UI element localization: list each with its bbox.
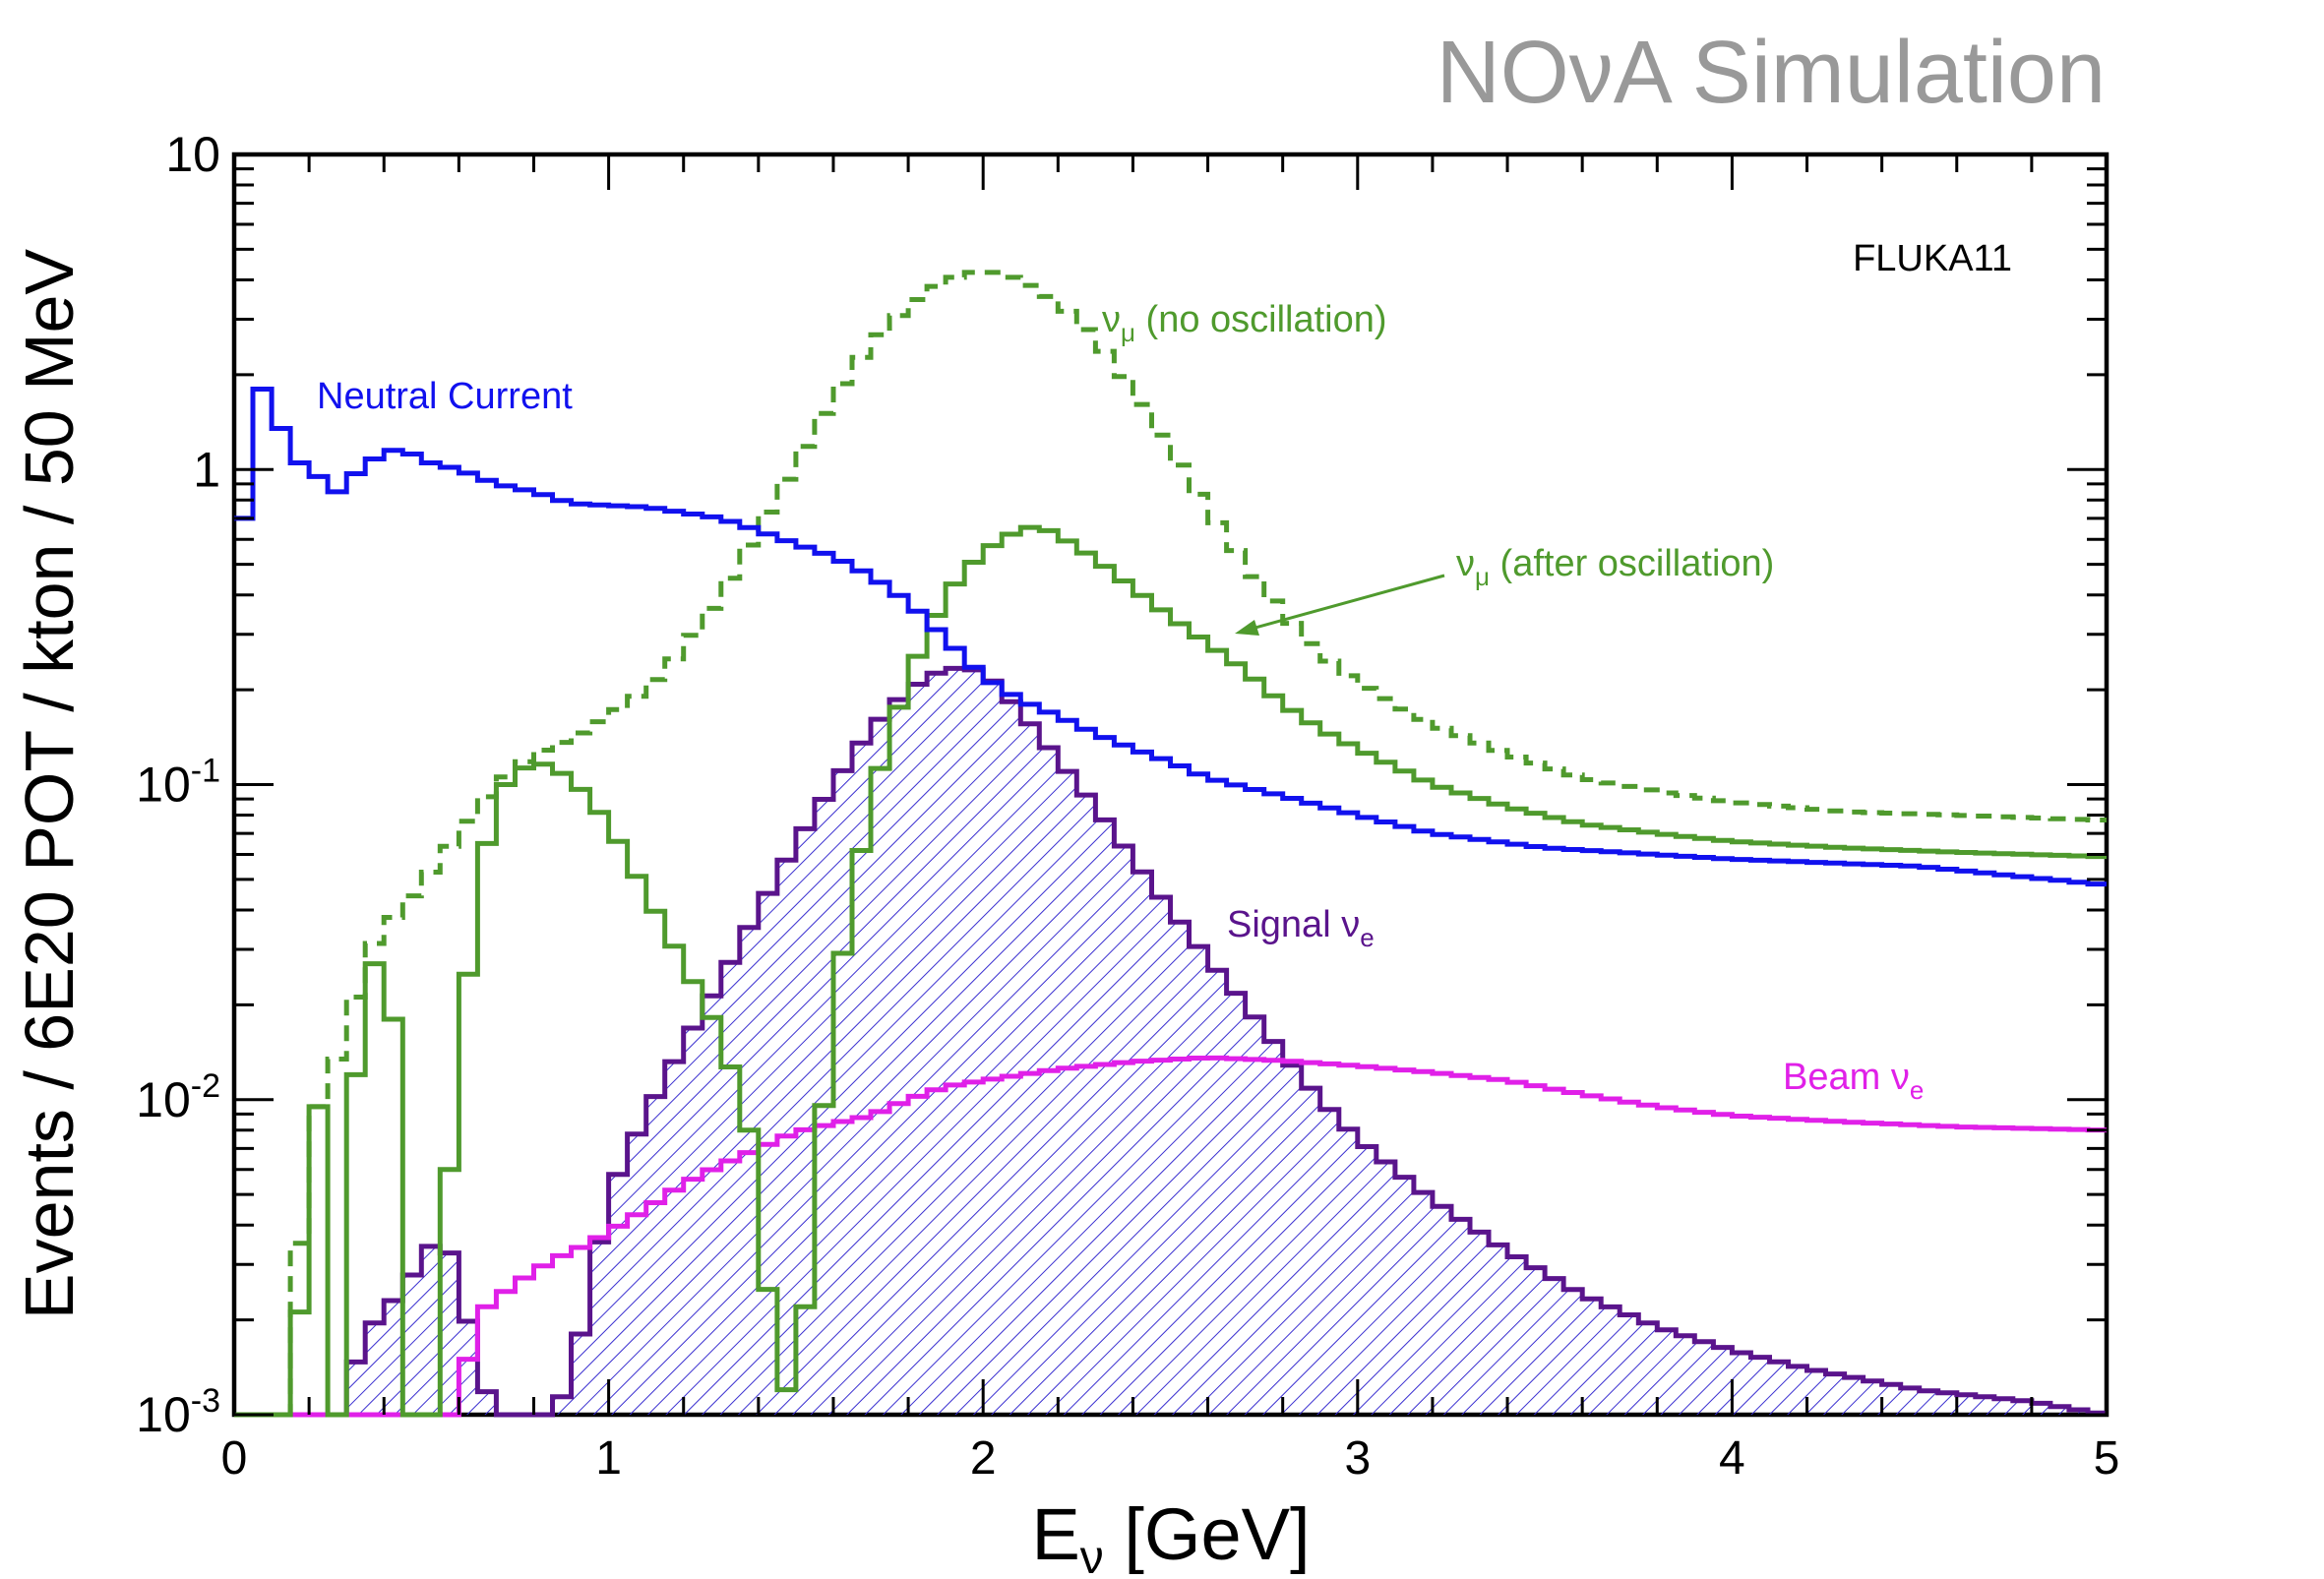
y-tick-base: 10: [136, 1072, 191, 1127]
label-neutral-current: Neutral Current: [317, 376, 573, 417]
label-signal-nue-sub: e: [1360, 923, 1374, 952]
banner-title: NOνA Simulation: [1437, 24, 2106, 122]
y-tick-label: 10: [165, 127, 220, 182]
series-signal-fill: [234, 668, 2107, 1415]
label-numu-noosc-rest: (no oscillation): [1135, 299, 1387, 340]
x-axis-label-rest: [GeV]: [1104, 1493, 1311, 1574]
label-numu-noosc-nu: ν: [1102, 299, 1121, 340]
tag-label: FLUKA11: [1853, 238, 2012, 279]
arrow-numu-osc: [1244, 574, 1445, 633]
y-tick-base: 10: [136, 758, 191, 813]
label-beam-nue-main: Beam ν: [1783, 1057, 1910, 1098]
y-tick-exp: -2: [191, 1067, 220, 1105]
label-beam-nue: Beam νe: [1783, 1057, 1924, 1105]
label-numu-osc-rest: (after oscillation): [1490, 543, 1774, 584]
series-numu_noosc-line: [234, 270, 2107, 1418]
y-tick-base: 10: [136, 1387, 191, 1442]
label-numu-osc-sub: μ: [1475, 562, 1490, 591]
label-numu-osc-nu: ν: [1456, 543, 1475, 584]
y-tick-label: 10-2: [136, 1067, 220, 1127]
x-tick-label: 0: [221, 1432, 248, 1485]
series-nc-line: [234, 387, 2107, 887]
y-tick-exp: -1: [191, 753, 220, 790]
x-tick-label: 1: [595, 1432, 622, 1485]
y-tick-label: 10-3: [136, 1382, 220, 1442]
label-beam-nue-sub: e: [1910, 1075, 1924, 1105]
x-tick-label: 2: [970, 1432, 997, 1485]
y-axis-label: Events / 6E20 POT / kton / 50 MeV: [11, 249, 88, 1319]
x-axis-label: Eν [GeV]: [1031, 1493, 1310, 1574]
label-signal-nue-main: Signal ν: [1227, 904, 1360, 945]
x-axis-label-main: E: [1031, 1493, 1079, 1574]
label-numu-noosc-sub: μ: [1121, 318, 1135, 347]
label-signal-nue: Signal νe: [1227, 904, 1375, 952]
label-numu-osc: νμ (after oscillation): [1456, 543, 1774, 591]
x-tick-label: 3: [1344, 1432, 1371, 1485]
series-numu_osc-line: [234, 524, 2107, 1418]
y-tick-exp: -3: [191, 1382, 220, 1420]
y-tick-base: 1: [193, 442, 220, 497]
series-signal-line: [234, 665, 2107, 1418]
x-axis-label-sub: ν: [1080, 1532, 1104, 1574]
series-beam-line: [234, 1055, 2107, 1418]
x-tick-label: 5: [2094, 1432, 2120, 1485]
label-numu-noosc: νμ (no oscillation): [1102, 299, 1387, 347]
x-tick-label: 4: [1719, 1432, 1745, 1485]
y-tick-label: 1: [193, 442, 220, 497]
arrow-numu-osc-head: [1235, 620, 1259, 636]
y-tick-base: 10: [165, 127, 220, 182]
y-tick-label: 10-1: [136, 753, 220, 813]
